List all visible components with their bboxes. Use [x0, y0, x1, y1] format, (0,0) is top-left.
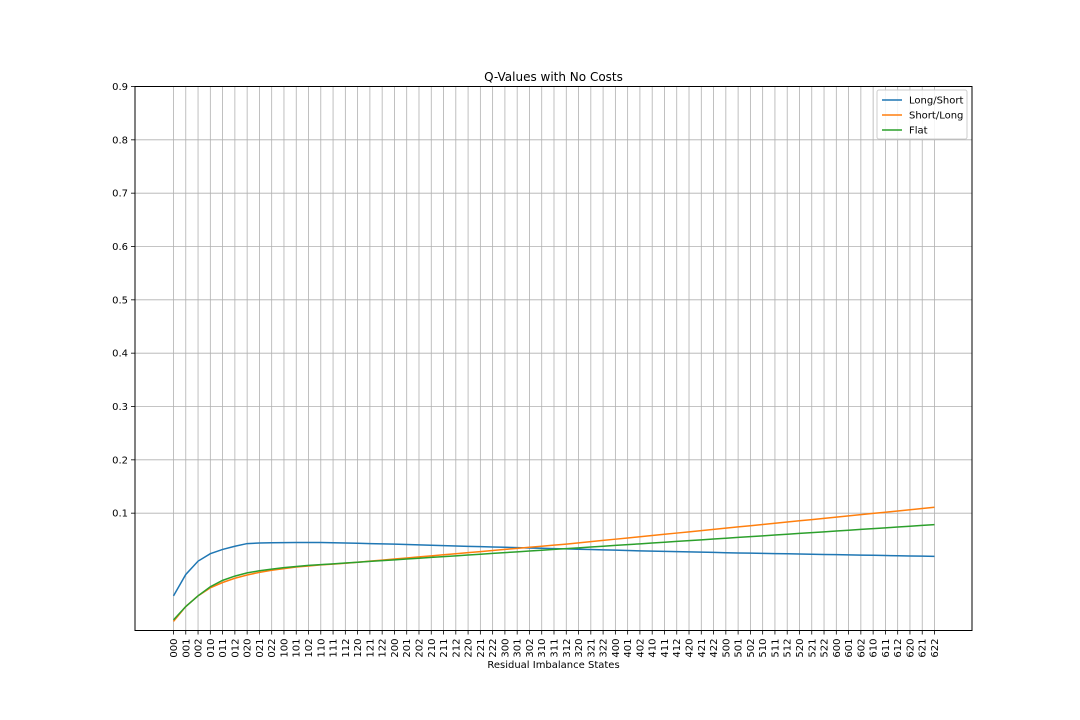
x-tick-label: 310: [537, 639, 548, 658]
x-tick-label: 610: [869, 639, 880, 658]
x-tick-label: 111: [329, 639, 340, 658]
x-tick-label: 312: [562, 639, 573, 658]
x-tick-label: 021: [255, 639, 266, 658]
x-tick-label: 220: [464, 639, 475, 658]
y-tick-label: 0.3: [112, 402, 128, 413]
x-tick-label: 210: [427, 639, 438, 658]
series-line-flat: [172, 523, 935, 621]
x-tick-label: 321: [586, 639, 597, 658]
x-tick-label: 421: [697, 639, 708, 658]
x-tick-label: 202: [414, 639, 425, 658]
x-tick-label: 510: [758, 639, 769, 658]
series-line-long-short: [172, 541, 935, 597]
x-tick-label: 001: [181, 639, 192, 658]
series-lines: [172, 506, 935, 622]
y-axis-ticks: 0.1 0.2 0.3 0.4 0.5 0.6 0.7 0.8 0.9: [112, 82, 135, 520]
x-axis-ticks: 000 001 002 010 011 012 020 021 022 100 101 102 110 1…: [169, 630, 941, 658]
y-tick-label: 0.4: [112, 349, 128, 360]
x-tick-label: 211: [439, 639, 450, 658]
x-tick-label: 422: [709, 639, 720, 658]
x-axis-label: Residual Imbalance States: [487, 660, 619, 671]
x-tick-label: 200: [390, 639, 401, 658]
y-tick-label: 0.9: [112, 82, 128, 93]
x-tick-label: 302: [525, 639, 536, 658]
x-tick-label: 612: [893, 639, 904, 658]
x-tick-label: 500: [721, 639, 732, 658]
grid-lines: [135, 86, 972, 631]
y-tick-label: 0.2: [112, 455, 128, 466]
x-tick-label: 320: [574, 639, 585, 658]
x-tick-label: 012: [230, 639, 241, 658]
x-tick-label: 400: [611, 639, 622, 658]
x-tick-label: 622: [930, 639, 941, 658]
x-tick-label: 511: [770, 639, 781, 658]
legend-box: [876, 89, 968, 140]
x-tick-label: 611: [881, 639, 892, 658]
x-tick-label: 412: [672, 639, 683, 658]
x-tick-label: 301: [513, 639, 524, 658]
x-tick-label: 101: [292, 639, 303, 658]
x-tick-label: 521: [807, 639, 818, 658]
legend-entry: Short/Long: [909, 111, 963, 122]
x-tick-label: 011: [218, 639, 229, 658]
x-tick-label: 022: [267, 639, 278, 658]
x-tick-label: 520: [795, 639, 806, 658]
x-tick-label: 000: [169, 639, 180, 658]
x-tick-label: 600: [832, 639, 843, 658]
legend: Long/Short Short/Long Flat: [876, 89, 968, 140]
x-tick-label: 401: [623, 639, 634, 658]
x-tick-label: 621: [918, 639, 929, 658]
x-tick-label: 512: [783, 639, 794, 658]
x-tick-label: 311: [550, 639, 561, 658]
y-tick-label: 0.8: [112, 135, 128, 146]
y-tick-label: 0.6: [112, 242, 128, 253]
x-tick-label: 322: [599, 639, 610, 658]
x-tick-label: 620: [905, 639, 916, 658]
x-tick-label: 502: [746, 639, 757, 658]
x-tick-label: 300: [500, 639, 511, 658]
x-tick-label: 121: [365, 639, 376, 658]
y-tick-label: 0.1: [112, 509, 128, 520]
x-tick-label: 402: [635, 639, 646, 658]
x-tick-label: 522: [820, 639, 831, 658]
x-tick-label: 221: [476, 639, 487, 658]
x-tick-label: 100: [279, 639, 290, 658]
x-tick-label: 122: [378, 639, 389, 658]
x-tick-label: 222: [488, 639, 499, 658]
x-tick-label: 201: [402, 639, 413, 658]
y-tick-label: 0.7: [112, 189, 128, 200]
x-tick-label: 602: [856, 639, 867, 658]
plot-frame: [134, 86, 973, 631]
y-tick-label: 0.5: [112, 295, 128, 306]
x-tick-label: 102: [304, 639, 315, 658]
x-tick-label: 112: [341, 639, 352, 658]
x-tick-label: 020: [243, 639, 254, 658]
x-tick-label: 110: [316, 639, 327, 658]
x-tick-label: 601: [844, 639, 855, 658]
x-tick-label: 010: [206, 639, 217, 658]
legend-entry: Long/Short: [909, 96, 963, 107]
x-tick-label: 410: [648, 639, 659, 658]
x-tick-label: 411: [660, 639, 671, 658]
legend-entry: Flat: [909, 126, 928, 137]
x-tick-label: 212: [451, 639, 462, 658]
x-tick-label: 002: [194, 639, 205, 658]
x-tick-label: 120: [353, 639, 364, 658]
x-tick-label: 501: [734, 639, 745, 658]
chart-title: Q-Values with No Costs: [484, 70, 623, 84]
x-tick-label: 420: [685, 639, 696, 658]
